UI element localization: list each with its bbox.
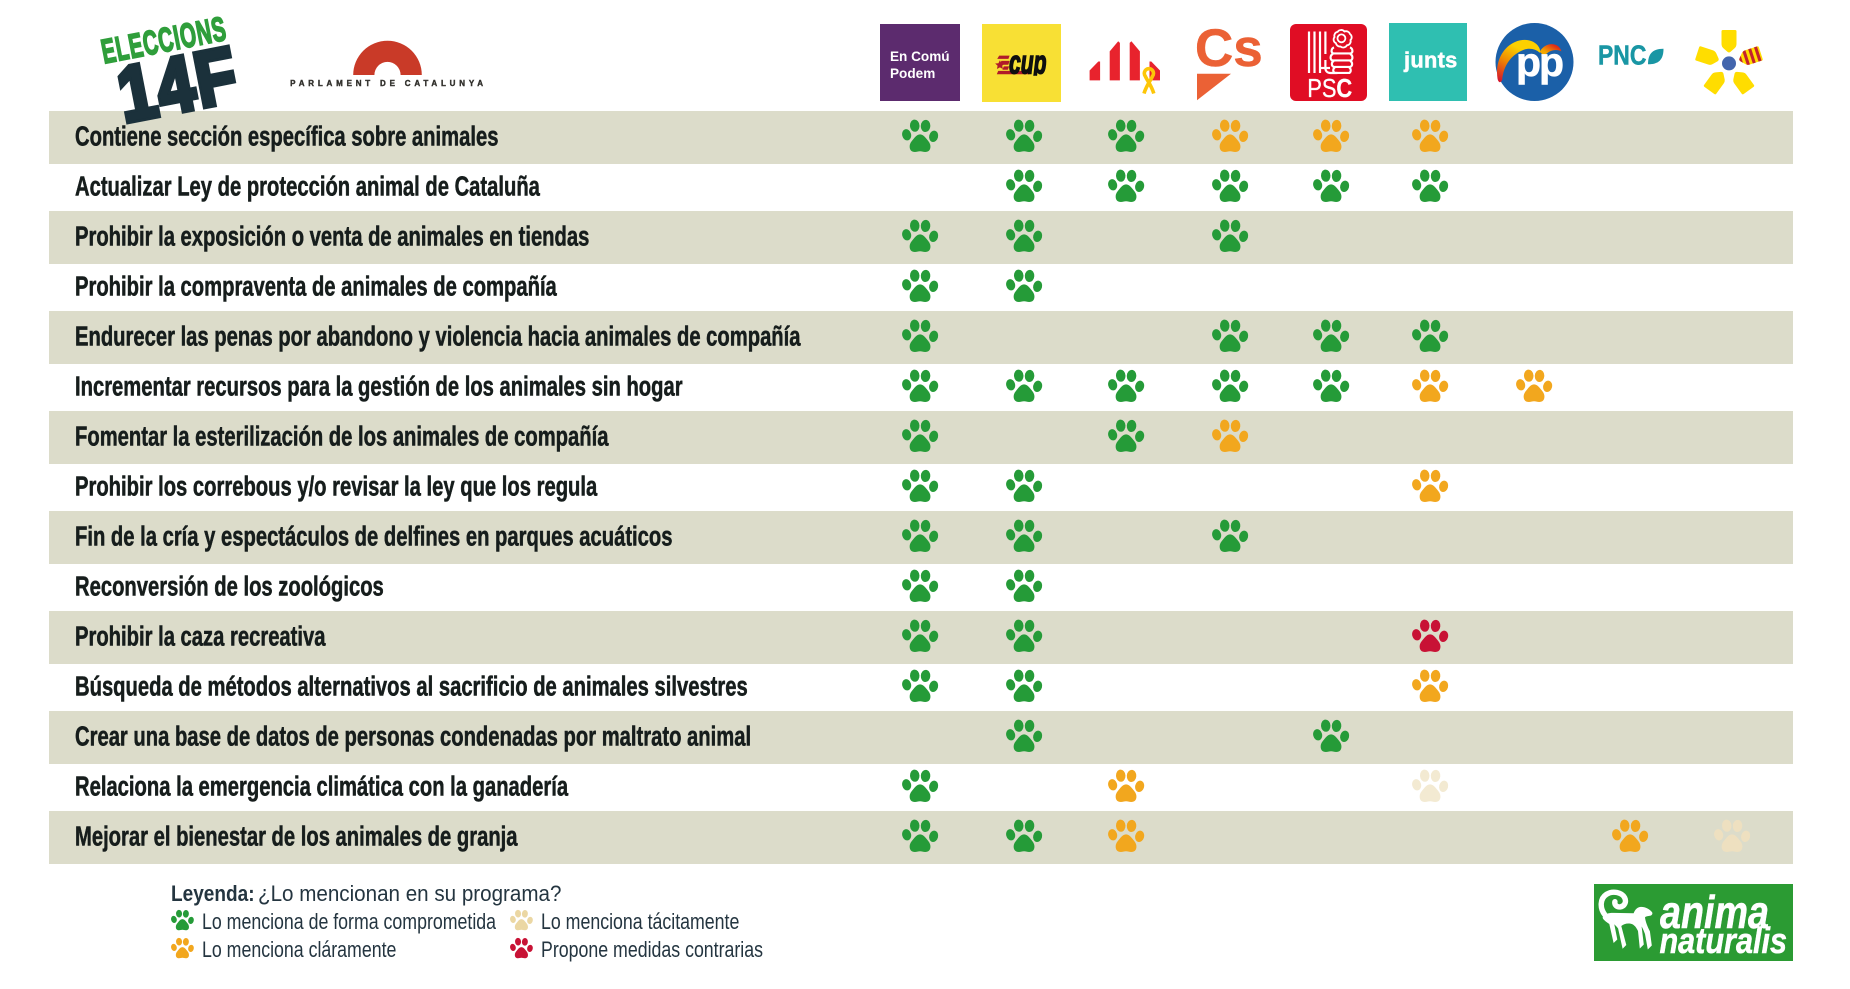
svg-text:PNC: PNC	[1598, 44, 1646, 70]
svg-text:pp: pp	[1516, 39, 1563, 85]
svg-text:anima: anima	[1660, 886, 1769, 937]
svg-text:PSC: PSC	[1307, 74, 1352, 101]
svg-text:Cs: Cs	[1195, 19, 1263, 78]
svg-text:junts: junts	[1403, 48, 1458, 73]
svg-text:cup: cup	[1009, 43, 1047, 80]
svg-text:naturalis: naturalis	[1660, 922, 1787, 961]
